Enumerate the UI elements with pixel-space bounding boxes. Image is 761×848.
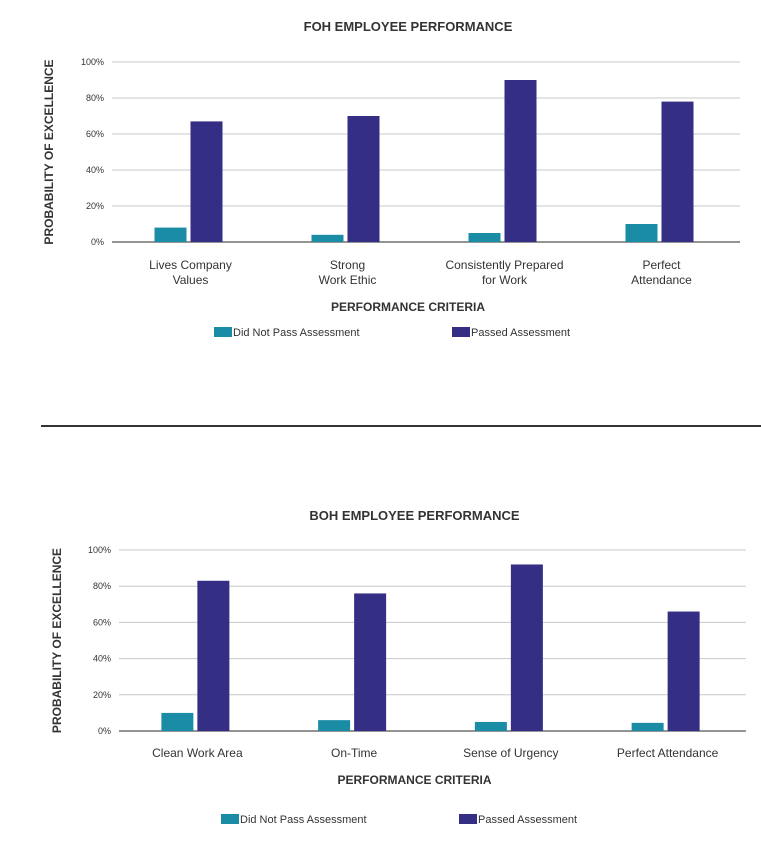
- legend-swatch: [459, 814, 477, 824]
- legend-swatch: [452, 327, 470, 337]
- y-tick-label: 60%: [93, 617, 111, 627]
- x-category-label: Clean Work Area: [152, 746, 243, 760]
- x-category-label: Consistently Prepared: [445, 258, 563, 272]
- x-category-label: Work Ethic: [319, 273, 377, 287]
- y-tick-label: 20%: [86, 201, 104, 211]
- y-tick-label: 100%: [81, 57, 104, 67]
- chart-title: BOH EMPLOYEE PERFORMANCE: [309, 508, 520, 523]
- x-category-label: On-Time: [331, 746, 378, 760]
- section-divider: [41, 425, 761, 427]
- bar-did-not-pass: [311, 234, 344, 242]
- y-tick-label: 80%: [86, 93, 104, 103]
- bar-did-not-pass: [625, 224, 658, 242]
- legend-swatch: [221, 814, 239, 824]
- bar-passed: [510, 564, 543, 731]
- boh-chart: BOH EMPLOYEE PERFORMANCE 0% 20% 40% 60% 80% 10…: [0, 488, 761, 843]
- x-category-label: Perfect Attendance: [617, 746, 719, 760]
- bar-passed: [347, 116, 380, 242]
- x-axis-title: PERFORMANCE CRITERIA: [337, 773, 491, 787]
- y-axis-title: PROBABILITY OF EXCELLENCE: [42, 59, 56, 244]
- bar-passed: [354, 593, 387, 731]
- legend-label: Passed Assessment: [471, 327, 570, 339]
- legend-label: Did Not Pass Assessment: [240, 814, 367, 826]
- y-axis-title: PROBABILITY OF EXCELLENCE: [50, 548, 64, 733]
- y-tick-label: 60%: [86, 129, 104, 139]
- x-axis-title: PERFORMANCE CRITERIA: [331, 300, 485, 314]
- boh-chart-svg: BOH EMPLOYEE PERFORMANCE 0% 20% 40% 60% 80% 10…: [50, 508, 746, 826]
- legend-swatch: [214, 327, 232, 337]
- bar-did-not-pass: [468, 233, 501, 242]
- x-category-label: Attendance: [631, 273, 692, 287]
- bar-did-not-pass: [154, 227, 187, 242]
- foh-chart: FOH EMPLOYEE PERFORMANCE 0% 20% 40% 60% 80% 10…: [0, 0, 761, 420]
- foh-chart-svg: FOH EMPLOYEE PERFORMANCE 0% 20% 40% 60% 80% 10…: [42, 19, 740, 339]
- bar-did-not-pass: [318, 720, 351, 731]
- bar-passed: [661, 101, 694, 242]
- bar-did-not-pass: [161, 712, 194, 731]
- x-category-label: for Work: [482, 273, 528, 287]
- y-tick-label: 0%: [91, 237, 104, 247]
- bar-passed: [504, 80, 537, 242]
- y-tick-label: 100%: [88, 545, 111, 555]
- x-category-label: Lives Company: [149, 258, 232, 272]
- bar-did-not-pass: [474, 721, 507, 731]
- y-tick-label: 80%: [93, 581, 111, 591]
- y-tick-label: 40%: [86, 165, 104, 175]
- x-category-label: Strong: [330, 258, 365, 272]
- x-category-label: Sense of Urgency: [463, 746, 558, 760]
- legend-label: Did Not Pass Assessment: [233, 327, 360, 339]
- bar-passed: [667, 611, 700, 731]
- x-category-label: Values: [173, 273, 209, 287]
- chart-title: FOH EMPLOYEE PERFORMANCE: [304, 19, 513, 34]
- bar-passed: [190, 121, 223, 242]
- x-category-label: Perfect: [642, 258, 681, 272]
- legend-label: Passed Assessment: [478, 814, 577, 826]
- bar-did-not-pass: [631, 722, 664, 731]
- y-tick-label: 20%: [93, 690, 111, 700]
- bar-passed: [197, 580, 230, 731]
- y-tick-label: 0%: [98, 726, 111, 736]
- y-tick-label: 40%: [93, 654, 111, 664]
